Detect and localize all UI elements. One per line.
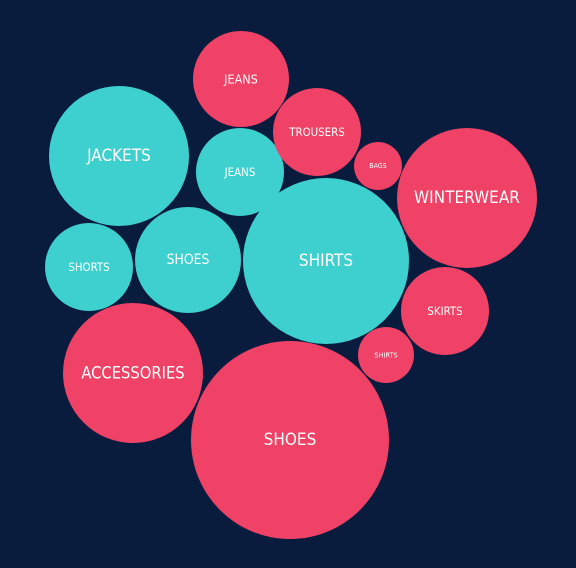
bubble-label-shirts: SHIRTS bbox=[299, 251, 353, 271]
bubble-label-bags: BAGS bbox=[369, 162, 386, 170]
bubble-label-shorts: SHORTS bbox=[68, 260, 109, 274]
bubble-label-winterwear: WINTERWEAR bbox=[414, 188, 520, 208]
bubble-label-skirts: SKIRTS bbox=[427, 304, 462, 318]
bubble-label-shoes: SHOES bbox=[167, 252, 210, 268]
bubble-jeans-teal bbox=[196, 128, 284, 216]
bubble-label-shoes: SHOES bbox=[264, 430, 317, 450]
bubble-label-shirts: SHIRTS bbox=[374, 351, 397, 360]
bubble-label-trousers: TROUSERS bbox=[288, 125, 345, 139]
bubble-jeans-pink bbox=[193, 31, 289, 127]
bubble-skirts-pink bbox=[401, 267, 489, 355]
bubble-shirts-pink bbox=[358, 327, 414, 383]
bubble-shirts-teal bbox=[243, 178, 409, 344]
bubble-shoes-teal bbox=[135, 207, 241, 313]
bubble-accessories-pink bbox=[63, 303, 203, 443]
bubble-jackets-teal bbox=[49, 86, 189, 226]
bubble-winterwear-pink bbox=[397, 128, 537, 268]
bubble-trousers-pink bbox=[273, 88, 361, 176]
bubble-shoes-pink bbox=[191, 341, 389, 539]
bubble-shorts-teal bbox=[45, 223, 133, 311]
bubble-label-jackets: JACKETS bbox=[86, 146, 151, 166]
bubble-bags-pink bbox=[354, 142, 402, 190]
bubble-label-jeans: JEANS bbox=[223, 72, 258, 87]
bubble-label-jeans: JEANS bbox=[224, 165, 256, 179]
bubble-label-accessories: ACCESSORIES bbox=[81, 364, 184, 383]
